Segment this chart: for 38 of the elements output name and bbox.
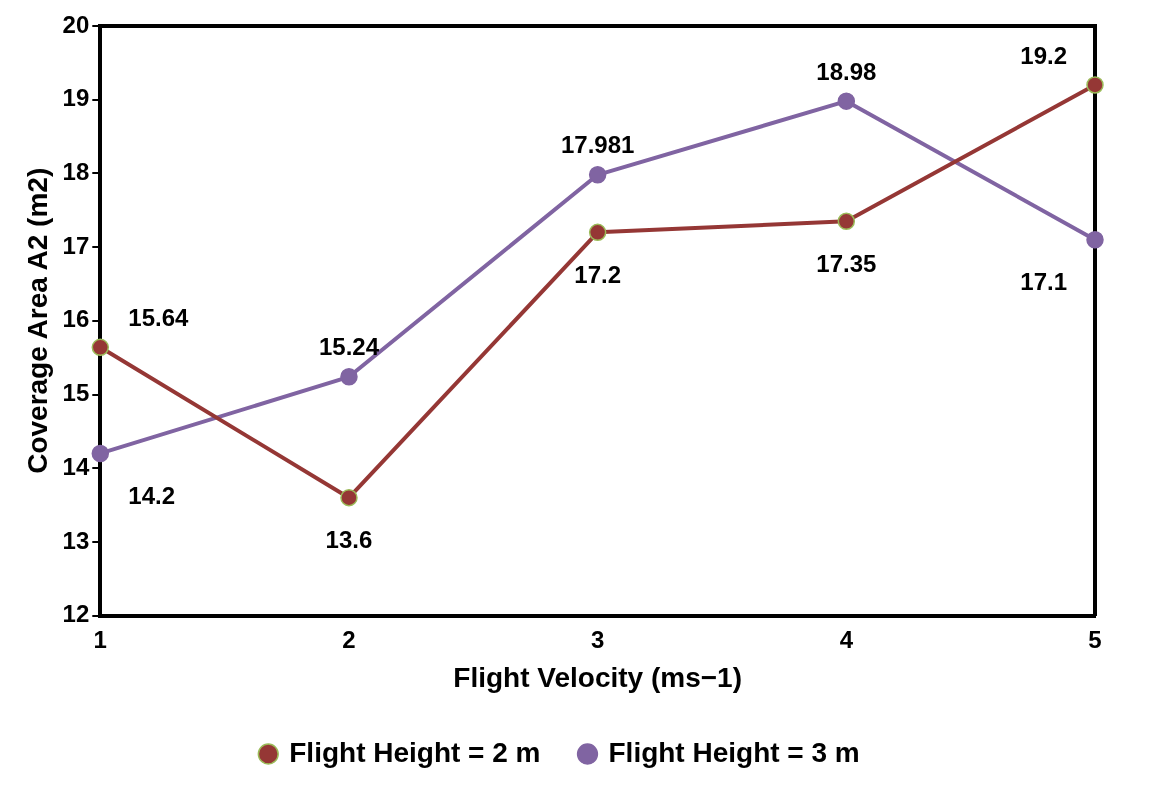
y-tick-label: 12: [62, 600, 90, 628]
data-label: 15.64: [128, 303, 190, 331]
x-tick-label: 2: [342, 625, 356, 653]
data-label: 19.2: [1020, 41, 1067, 69]
x-tick-label: 3: [590, 625, 605, 653]
point: [1086, 230, 1104, 249]
point: [837, 92, 856, 110]
y-tick-label: 20: [62, 10, 90, 38]
data-label: 17.1: [1020, 268, 1067, 296]
y-tick-label: 14: [62, 452, 90, 480]
x-axis-title: Flight Velocity (ms−1): [453, 661, 742, 693]
data-label: 13.6: [325, 526, 373, 554]
point: [588, 166, 607, 184]
legend-label: Flight Height = 3 m: [608, 736, 860, 768]
data-label: 17.2: [574, 260, 622, 288]
y-tick-label: 16: [62, 305, 90, 333]
x-tick-label: 4: [839, 625, 854, 653]
y-tick-label: 17: [62, 231, 90, 259]
x-tick-label: 5: [1088, 625, 1102, 653]
point: [91, 444, 110, 463]
data-label: 17.35: [816, 249, 877, 277]
y-tick-label: 18: [62, 158, 90, 186]
data-label: 14.2: [128, 482, 176, 510]
point: [588, 223, 607, 242]
point: [340, 488, 358, 507]
data-label: 18.98: [816, 57, 877, 85]
legend-label: Flight Height = 2 m: [289, 736, 541, 768]
y-tick-label: 15: [62, 379, 90, 407]
point: [340, 368, 358, 386]
point: [837, 212, 856, 231]
y-axis-title: Coverage Area A2 (m2): [21, 167, 53, 474]
data-label: 15.24: [318, 333, 380, 361]
x-tick-label: 1: [93, 625, 107, 653]
y-tick-label: 13: [62, 526, 90, 554]
point: [1086, 76, 1104, 94]
y-tick-label: 19: [62, 84, 90, 112]
data-label: 17.981: [560, 131, 635, 159]
point: [91, 338, 110, 357]
